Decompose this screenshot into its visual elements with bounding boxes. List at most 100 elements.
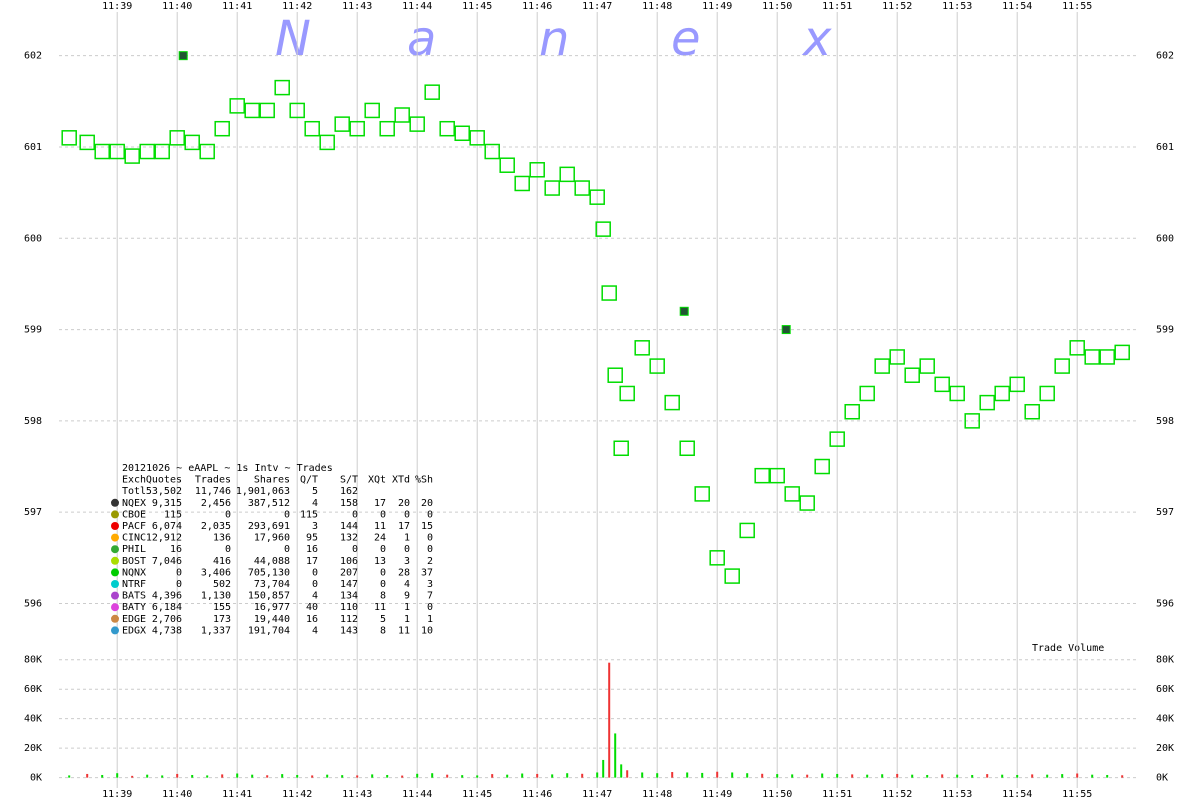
legend-marker — [111, 533, 119, 542]
table-cell: 17,960 — [254, 533, 290, 544]
y-tick-label: 601 — [24, 142, 42, 153]
x-tick-label: 11:41 — [222, 789, 252, 800]
y-tick-label: 599 — [24, 325, 42, 336]
x-tick-label: 11:52 — [882, 1, 912, 12]
table-cell: 134 — [340, 591, 358, 602]
volume-bar — [461, 775, 464, 778]
table-cell: 3 — [427, 579, 433, 590]
table-cell: 12,912 — [146, 533, 182, 544]
table-cell: 155 — [213, 602, 231, 613]
x-tick-label: 11:44 — [402, 1, 432, 12]
table-cell: %Sh — [415, 475, 433, 486]
table-cell: PHIL — [122, 544, 146, 555]
table-cell: 115 — [164, 509, 182, 520]
legend-marker — [111, 498, 119, 507]
table-cell: 16 — [306, 614, 318, 625]
table-cell: 4 — [312, 498, 318, 509]
table-cell: 53,502 — [146, 486, 182, 497]
table-cell: Totl — [122, 486, 146, 497]
volume-bar — [191, 774, 194, 778]
volume-bar — [620, 764, 623, 778]
x-tick-label: 11:55 — [1062, 1, 1092, 12]
volume-bar — [86, 773, 89, 778]
volume-tick-label: 60K — [24, 684, 42, 695]
y-tick-label: 602 — [24, 51, 42, 62]
trade-mark — [589, 189, 605, 205]
volume-bar — [1091, 774, 1094, 778]
legend-marker — [111, 556, 119, 565]
table-cell: 132 — [340, 533, 358, 544]
x-tick-label: 11:50 — [762, 789, 792, 800]
trade-mark — [199, 143, 215, 160]
table-cell: 37 — [421, 567, 433, 578]
x-tick-label: 11:51 — [822, 1, 852, 12]
legend-marker — [111, 580, 119, 588]
table-cell: 95 — [306, 533, 318, 544]
table-cell: CBOE — [122, 509, 146, 520]
x-tick-label: 11:42 — [282, 1, 312, 12]
volume-bar — [566, 773, 569, 778]
volume-bar — [356, 775, 359, 778]
volume-bar — [806, 774, 809, 778]
x-tick-label: 11:48 — [642, 1, 672, 12]
y-tick-label: 596 — [1156, 598, 1174, 609]
table-cell: 20 — [398, 498, 410, 509]
trade-mark — [514, 175, 530, 192]
volume-bar — [1076, 773, 1079, 778]
table-cell: NQNX — [122, 567, 146, 578]
table-cell: 4 — [404, 579, 410, 590]
x-tick-label: 11:43 — [342, 1, 372, 12]
volume-bar — [116, 773, 119, 778]
table-cell: 387,512 — [248, 498, 290, 509]
y-tick-label: 596 — [24, 598, 42, 609]
x-tick-label: 11:43 — [342, 789, 372, 800]
volume-bar — [761, 773, 764, 778]
table-cell: 11,746 — [195, 486, 231, 497]
table-cell: 115 — [300, 509, 318, 520]
volume-bar — [881, 774, 884, 778]
volume-bar — [791, 774, 794, 778]
volume-bar — [614, 733, 617, 778]
table-cell: 1 — [404, 533, 410, 544]
volume-bar — [986, 774, 989, 778]
watermark-letter: e — [671, 11, 701, 67]
x-tick-label: 11:40 — [162, 789, 192, 800]
volume-bar — [746, 773, 749, 778]
table-cell: 4,396 — [152, 591, 182, 602]
volume-bar — [521, 773, 524, 778]
x-tick-label: 11:52 — [882, 789, 912, 800]
volume-tick-label: 40K — [1156, 714, 1174, 725]
trade-mark — [424, 84, 440, 100]
trade-mark — [1024, 403, 1040, 420]
table-cell: 1,130 — [201, 591, 231, 602]
volume-bar — [161, 775, 164, 778]
table-cell: 0 — [380, 544, 386, 555]
volume-bar — [176, 773, 179, 778]
table-cell: BATY — [122, 602, 146, 613]
y-tick-label: 597 — [24, 507, 42, 518]
trade-mark — [634, 340, 650, 356]
trade-mark — [919, 358, 935, 374]
table-cell: 8 — [380, 591, 386, 602]
trade-mark — [79, 134, 95, 151]
table-cell: 1,901,063 — [236, 486, 290, 497]
table-cell: 0 — [225, 509, 231, 520]
table-cell: 705,130 — [248, 567, 290, 578]
volume-bar — [446, 774, 449, 778]
trade-mark — [949, 385, 965, 402]
volume-bar — [602, 759, 605, 778]
table-cell: Trades — [195, 475, 231, 486]
trade-mark — [349, 120, 365, 137]
volume-bar — [926, 774, 929, 778]
volume-bar — [371, 774, 374, 778]
table-cell: 502 — [213, 579, 231, 590]
x-tick-label: 11:50 — [762, 1, 792, 12]
trade-mark — [874, 358, 890, 374]
volume-bar — [851, 774, 854, 778]
table-cell: 17 — [398, 521, 410, 532]
table-cell: 0 — [427, 509, 433, 520]
y-tick-label: 602 — [1156, 51, 1174, 62]
table-cell: 1,337 — [201, 625, 231, 636]
x-tick-label: 11:41 — [222, 1, 252, 12]
volume-bar — [596, 772, 599, 778]
